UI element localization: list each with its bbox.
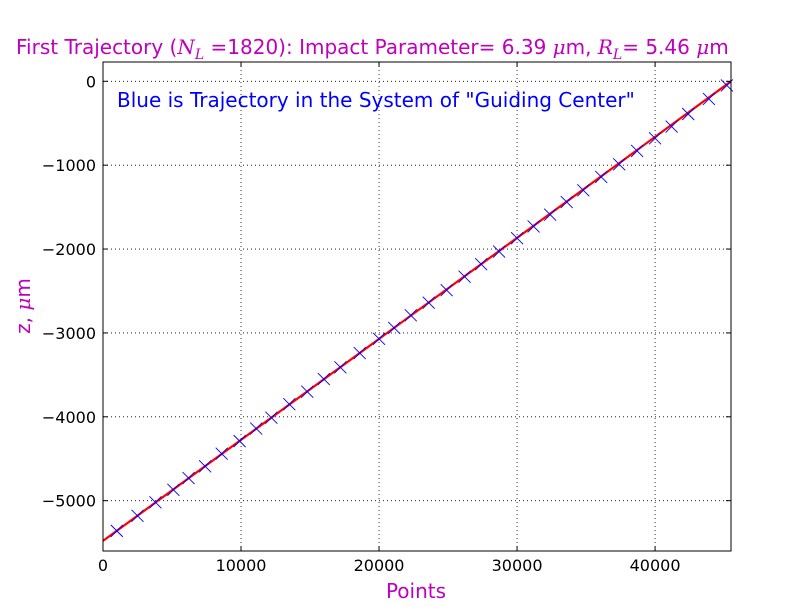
guiding-center-marker <box>215 447 229 461</box>
grid <box>102 62 731 551</box>
y-tick-label: 0 <box>86 72 96 91</box>
guiding-center-marker <box>474 257 488 271</box>
y-tick-label: −5000 <box>42 492 96 511</box>
guiding-center-marker <box>527 220 540 233</box>
x-tick-label: 20000 <box>354 556 405 575</box>
guiding-center-marker <box>131 509 144 523</box>
x-tick-label: 10000 <box>216 556 267 575</box>
y-tick-label: −1000 <box>42 156 96 175</box>
guiding-center-marker <box>317 372 331 386</box>
guiding-center-marker <box>576 184 590 197</box>
guiding-center-marker <box>404 308 418 322</box>
guiding-center-marker <box>422 296 436 310</box>
guiding-center-marker <box>233 434 246 448</box>
plot-frame <box>102 61 732 552</box>
guiding-center-marker <box>594 170 608 184</box>
guiding-center-marker <box>283 397 296 411</box>
guiding-center-marker <box>648 132 662 145</box>
guiding-center-marker <box>510 231 524 245</box>
guiding-center-marker <box>560 195 574 209</box>
guiding-center-marker <box>198 459 212 473</box>
annotation-text: Blue is Trajectory in the System of "Gui… <box>117 88 635 112</box>
guiding-center-marker <box>149 496 162 509</box>
guiding-center-marker <box>630 144 644 158</box>
guiding-center-marker <box>458 270 471 284</box>
guiding-center-marker <box>543 208 557 221</box>
y-tick-label: −4000 <box>42 408 96 427</box>
y-tick-label: −2000 <box>42 240 96 259</box>
guiding-center-marker <box>492 245 506 258</box>
guiding-center-marker <box>110 524 124 538</box>
guiding-center-marker <box>249 422 263 435</box>
guiding-center-marker <box>265 411 278 424</box>
guiding-center-marker <box>440 283 453 297</box>
x-tick-label: 0 <box>98 556 108 575</box>
chart-title: First Trajectory (NL =1820): Impact Para… <box>16 35 729 63</box>
guiding-center-marker <box>702 92 716 106</box>
y-axis-label: z, μm <box>11 278 35 334</box>
guiding-center-marker <box>300 385 314 398</box>
guiding-center-marker <box>167 483 180 497</box>
guiding-center-marker <box>334 360 347 374</box>
guiding-center-marker <box>665 120 678 133</box>
data-layer <box>102 79 734 542</box>
guiding-center-marker <box>387 321 401 335</box>
guiding-center-marker <box>372 332 386 346</box>
y-tick-label: −3000 <box>42 324 96 343</box>
guiding-center-marker <box>353 346 367 360</box>
x-tick-label: 30000 <box>492 556 543 575</box>
x-tick-label: 40000 <box>630 556 681 575</box>
x-axis-label: Points <box>386 579 446 603</box>
ticks: 0 10000 20000 30000 40000 0 −1000 −2000 −3000 −40… <box>42 62 731 575</box>
guiding-center-marker <box>681 107 695 121</box>
guiding-center-marker <box>182 471 195 485</box>
guiding-center-marker <box>612 158 626 171</box>
